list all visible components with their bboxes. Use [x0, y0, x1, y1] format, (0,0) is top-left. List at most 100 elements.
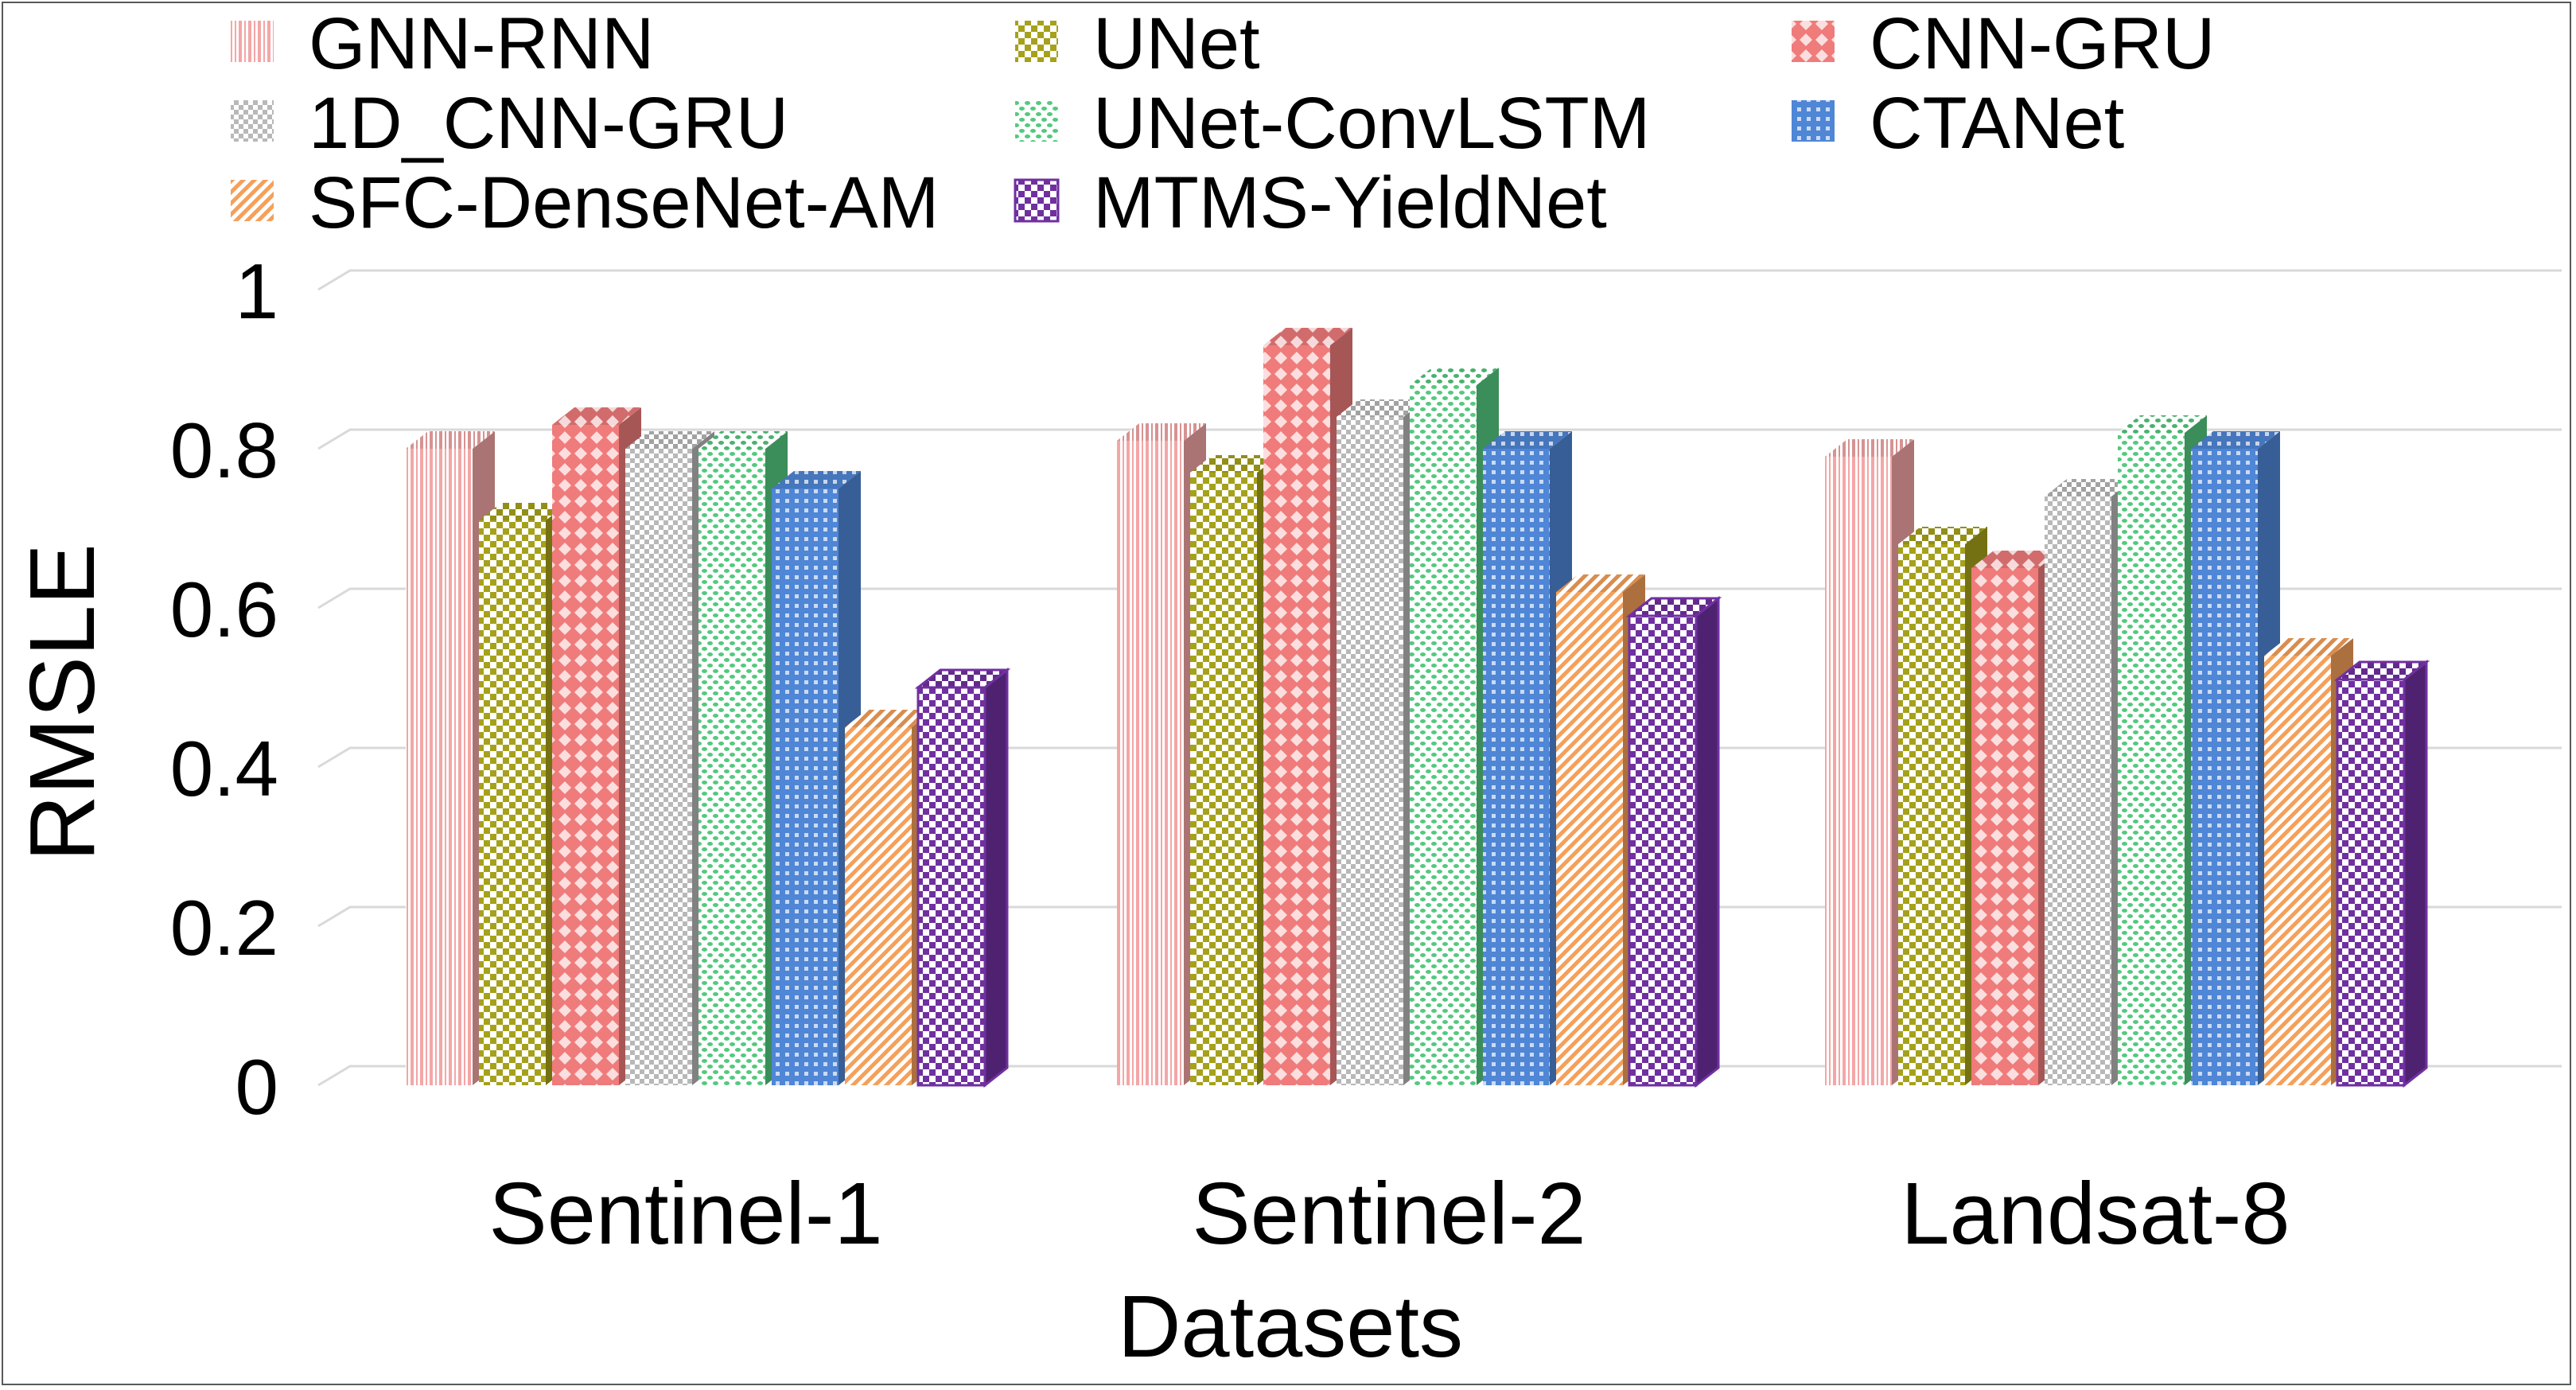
bar-front: [1825, 457, 1892, 1085]
bar-top: [552, 407, 641, 425]
legend-swatch: [231, 21, 274, 62]
bar-front: [916, 686, 986, 1087]
bar-top: [1898, 527, 1987, 544]
legend-item: GNN-RNN: [231, 3, 654, 84]
legend-label: UNet: [1093, 3, 1260, 84]
bar-top: [1263, 328, 1352, 345]
bar-top: [1337, 399, 1426, 417]
bar-top: [1825, 439, 1914, 457]
bar-top: [406, 431, 495, 449]
legend-swatch: [231, 100, 274, 142]
bar-top: [625, 431, 714, 449]
x-axis-label: Datasets: [1118, 1278, 1463, 1376]
legend-swatch: [1792, 21, 1835, 62]
bar-front: [2045, 496, 2111, 1085]
bar-top: [1190, 455, 1279, 473]
bar: [2333, 659, 2430, 1088]
bar-front: [1117, 441, 1184, 1085]
bar-front: [698, 449, 765, 1085]
legend-label: MTMS-YieldNet: [1093, 162, 1607, 243]
legend-item: MTMS-YieldNet: [1014, 162, 1607, 243]
bar: [1625, 595, 1722, 1088]
legend: GNN-RNN UNet CNN-GRU 1D_CNN-GRU UNet-ConvLST…: [231, 3, 2215, 243]
bar-group: [1825, 415, 2430, 1088]
bar: [1337, 399, 1426, 1085]
bar-top: [2264, 638, 2353, 656]
bar-top: [1556, 574, 1645, 592]
legend-label: CNN-GRU: [1870, 3, 2215, 84]
bar-front: [1971, 568, 2038, 1085]
bar-front: [1263, 345, 1330, 1085]
legend-item: UNet-ConvLSTM: [1015, 83, 1650, 164]
gridline: [317, 746, 2562, 769]
legend-item: CTANet: [1792, 83, 2124, 164]
bar-group: [406, 407, 1011, 1088]
gridlines: [317, 269, 2562, 1087]
bar-front: [1483, 449, 1550, 1085]
legend-label: UNet-ConvLSTM: [1093, 83, 1650, 164]
bar-front: [845, 727, 912, 1085]
gridline: [317, 269, 2562, 291]
gridline: [317, 587, 2562, 609]
bar-front: [1556, 592, 1623, 1085]
y-tick-label: 0.2: [170, 884, 278, 971]
legend-swatch: [231, 180, 274, 221]
bar-front: [2336, 678, 2406, 1087]
bar-top: [772, 471, 861, 489]
bar-top: [1117, 423, 1206, 441]
bar-top: [1410, 368, 1499, 385]
x-axis-ticks: Sentinel-1 Sentinel-2 Landsat-8: [488, 1165, 2290, 1263]
x-tick-label: Landsat-8: [1901, 1165, 2290, 1263]
y-tick-label: 0.6: [170, 566, 278, 653]
gridline: [317, 905, 2562, 928]
bar-top: [1483, 431, 1572, 449]
bar-side: [2403, 659, 2428, 1088]
bar-front: [479, 520, 546, 1085]
bar-front: [1898, 544, 1965, 1085]
bar-side: [983, 667, 1009, 1088]
bar: [1971, 551, 2060, 1085]
x-tick-label: Sentinel-2: [1192, 1165, 1586, 1263]
legend-label: 1D_CNN-GRU: [309, 83, 788, 164]
bar-top: [1971, 551, 2060, 568]
bar-front: [2191, 449, 2258, 1085]
legend-swatch: [1014, 178, 1060, 223]
bar-front: [1337, 417, 1403, 1085]
bar-front: [552, 425, 619, 1085]
bars: [406, 328, 2430, 1088]
legend-item: SFC-DenseNet-AM: [231, 162, 939, 243]
bar-front: [2264, 656, 2331, 1085]
y-axis-label: RMSLE: [10, 543, 114, 862]
y-tick-label: 1: [235, 247, 278, 335]
legend-label: CTANet: [1870, 83, 2124, 164]
gridline: [317, 428, 2562, 450]
bar-front: [2118, 433, 2185, 1085]
bar-front: [406, 449, 473, 1085]
legend-label: SFC-DenseNet-AM: [309, 162, 939, 243]
y-tick-label: 0.4: [170, 725, 278, 812]
bar-top: [845, 710, 934, 727]
bar-top: [2118, 415, 2207, 433]
bar-front: [1190, 473, 1257, 1085]
bar: [1263, 328, 1352, 1085]
x-tick-label: Sentinel-1: [488, 1165, 882, 1263]
bar-group: [1117, 328, 1722, 1088]
legend-swatch: [1792, 100, 1835, 142]
bar-top: [2191, 431, 2280, 449]
legend-item: CNN-GRU: [1792, 3, 2215, 84]
bar-side: [1695, 595, 1720, 1088]
bar: [1190, 455, 1279, 1085]
bar-top: [698, 431, 788, 449]
bar-front: [772, 489, 839, 1085]
bar-front: [625, 449, 692, 1085]
bar-front: [1628, 614, 1698, 1087]
bar-top: [2045, 479, 2134, 496]
y-axis-ticks: 0 0.2 0.4 0.6 0.8 1: [170, 247, 278, 1131]
legend-item: 1D_CNN-GRU: [231, 83, 788, 164]
y-tick-label: 0.8: [170, 407, 278, 494]
legend-swatch: [1015, 21, 1058, 62]
bar: [914, 667, 1011, 1088]
bar-front: [1410, 385, 1477, 1085]
